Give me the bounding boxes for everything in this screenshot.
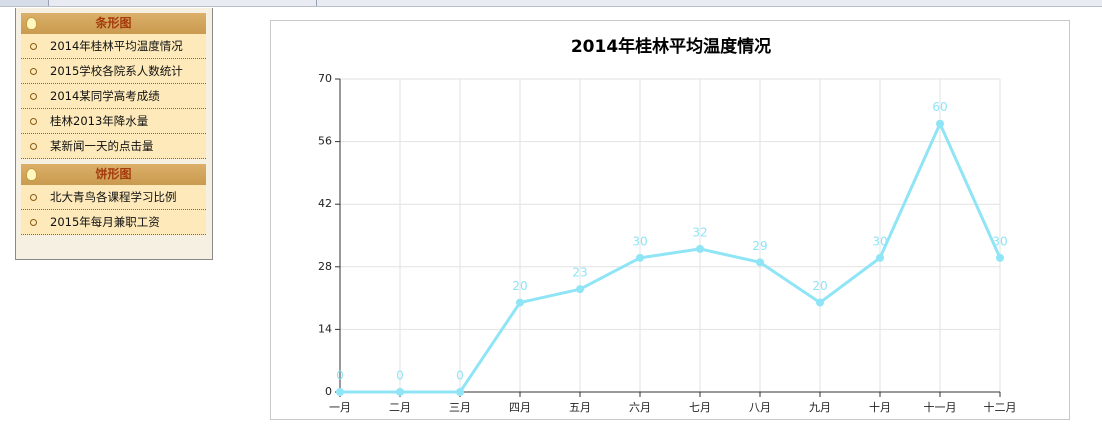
- section-title-text: 条形图: [95, 16, 132, 30]
- point: [696, 244, 704, 253]
- data-label: 0: [456, 369, 464, 383]
- bullet: [30, 194, 37, 201]
- bullet: [30, 143, 37, 150]
- menu-item-text: 桂林2013年降水量: [50, 114, 149, 128]
- data-label: 32: [692, 225, 707, 239]
- menu-item[interactable]: 北大青鸟各课程学习比例: [21, 185, 206, 210]
- section-title-text: 饼形图: [95, 167, 132, 181]
- chart-title: 2014年桂林平均温度情况: [571, 36, 771, 57]
- series-line: [340, 120, 1002, 394]
- top-bar: [0, 0, 1102, 7]
- menu-item-text: 北大青鸟各课程学习比例: [50, 190, 177, 204]
- point: [396, 388, 404, 396]
- menu-item-text: 2014某同学高考成绩: [50, 89, 160, 103]
- x-tick-label: 十月: [869, 400, 891, 414]
- x-tick-label: 十二月: [984, 400, 1017, 414]
- bullet: [30, 219, 37, 226]
- y-tick-label: 14: [318, 322, 332, 335]
- y-tick-label: 42: [318, 197, 332, 210]
- menu-item[interactable]: 2014某同学高考成绩: [21, 84, 206, 109]
- y-tick-label: 28: [318, 260, 332, 273]
- data-label: 23: [572, 266, 587, 280]
- bullet: [30, 43, 37, 50]
- sidebar: 条形图 2014年桂林平均温度情况 2015学校各院系人数统计 2014某同学高考成绩…: [15, 8, 213, 260]
- menu-item[interactable]: 桂林2013年降水量: [21, 109, 206, 134]
- data-label: 20: [512, 279, 527, 293]
- data-label: 60: [932, 100, 947, 114]
- bullet: [30, 118, 37, 125]
- x-tick-label: 一月: [329, 401, 351, 414]
- menu-item-text: 某新闻一天的点击量: [50, 139, 154, 153]
- x-tick-label: 三月: [449, 401, 471, 414]
- data-label: 0: [336, 369, 344, 383]
- point: [336, 388, 344, 396]
- menu-item-text: 2014年桂林平均温度情况: [50, 39, 183, 53]
- point: [576, 285, 584, 294]
- menu-item-text: 2015年每月兼职工资: [50, 215, 160, 229]
- x-tick-label: 七月: [689, 401, 711, 414]
- point: [636, 253, 644, 262]
- x-tick-label: 五月: [569, 401, 591, 414]
- tab[interactable]: [0, 0, 49, 6]
- bullet: [30, 93, 37, 100]
- section-title: 饼形图: [21, 164, 206, 185]
- x-tick-label: 六月: [629, 401, 651, 414]
- menu-item[interactable]: 2015学校各院系人数统计: [21, 59, 206, 84]
- section-title: 条形图: [21, 13, 206, 34]
- y-tick-label: 70: [318, 72, 332, 85]
- y-tick-label: 56: [318, 135, 332, 148]
- x-tick-label: 九月: [809, 401, 831, 414]
- bullet: [30, 68, 37, 75]
- chart-panel: [270, 20, 1070, 420]
- menu-item[interactable]: 2015年每月兼职工资: [21, 210, 206, 235]
- point: [876, 253, 884, 262]
- menu-item[interactable]: 2014年桂林平均温度情况: [21, 34, 206, 59]
- y-tick-label: 0: [325, 385, 332, 398]
- menu-item-text: 2015学校各院系人数统计: [50, 64, 183, 78]
- data-label: 30: [872, 234, 887, 248]
- point: [816, 298, 824, 307]
- x-tick-label: 十一月: [924, 400, 957, 414]
- bulb-icon: [26, 168, 37, 181]
- data-label: 20: [812, 279, 827, 293]
- data-label: 30: [632, 234, 647, 248]
- point: [996, 253, 1004, 262]
- point: [456, 388, 464, 396]
- data-label: 0: [396, 369, 404, 383]
- data-label: 30: [992, 234, 1007, 248]
- point: [756, 258, 764, 267]
- menu-item[interactable]: 某新闻一天的点击量: [21, 134, 206, 159]
- point: [516, 298, 524, 307]
- x-tick-label: 八月: [749, 401, 771, 414]
- x-tick-label: 四月: [509, 401, 531, 414]
- bulb-icon: [26, 17, 37, 30]
- tab-divider: [316, 0, 317, 6]
- data-label: 29: [752, 239, 767, 253]
- x-tick-label: 二月: [389, 401, 411, 414]
- point: [936, 119, 944, 128]
